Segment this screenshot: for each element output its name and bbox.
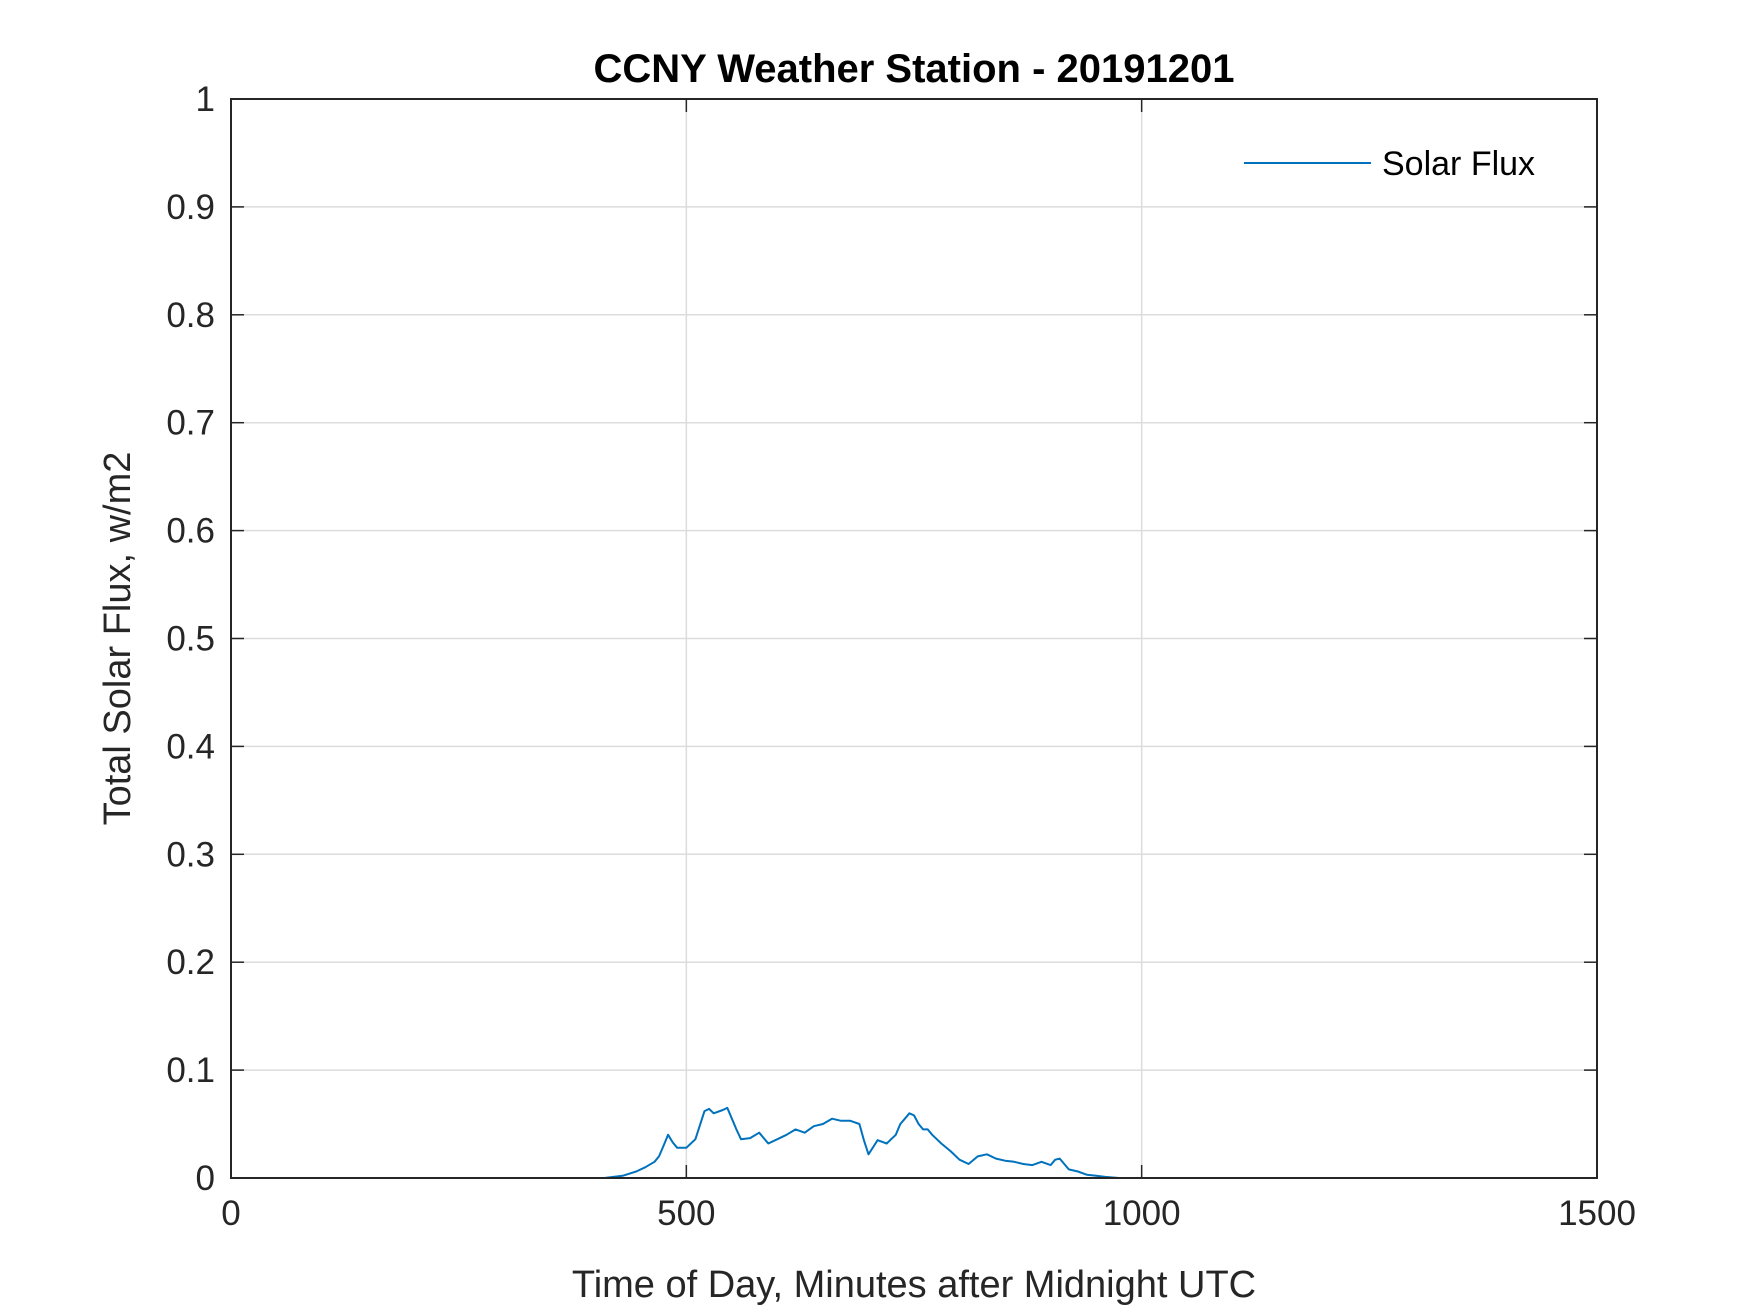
series-line-solar-flux: [231, 1106, 1543, 1179]
y-tick-label: 0.8: [166, 296, 215, 335]
y-tick-label: 1: [196, 80, 215, 119]
ticks: 0 500 1000 1500 0 0.1 0.2 0.3 0.4 0.5 0.6 0.7 0.8 0.9…: [166, 80, 1636, 1233]
x-tick-label: 1500: [1558, 1194, 1636, 1233]
x-tick-label: 500: [657, 1194, 715, 1233]
x-tick-label: 0: [221, 1194, 240, 1233]
legend-label-solar-flux: Solar Flux: [1382, 145, 1535, 183]
grid: [231, 99, 1597, 1178]
chart-title: CCNY Weather Station - 20191201: [594, 47, 1235, 91]
y-tick-label: 0.4: [166, 727, 215, 766]
y-tick-label: 0.1: [166, 1051, 215, 1090]
legend: Solar Flux: [1244, 145, 1535, 183]
y-tick-label: 0.5: [166, 620, 215, 659]
x-tick-label: 1000: [1103, 1194, 1181, 1233]
y-tick-label: 0.3: [166, 835, 215, 874]
y-tick-label: 0.6: [166, 512, 215, 551]
y-tick-label: 0: [196, 1159, 215, 1198]
y-tick-label: 0.7: [166, 404, 215, 443]
y-tick-label: 0.2: [166, 943, 215, 982]
y-axis-label: Total Solar Flux, w/m2: [97, 452, 139, 826]
x-axis-label: Time of Day, Minutes after Midnight UTC: [572, 1264, 1256, 1306]
y-tick-label: 0.9: [166, 188, 215, 227]
series-layer: [231, 1106, 1543, 1179]
